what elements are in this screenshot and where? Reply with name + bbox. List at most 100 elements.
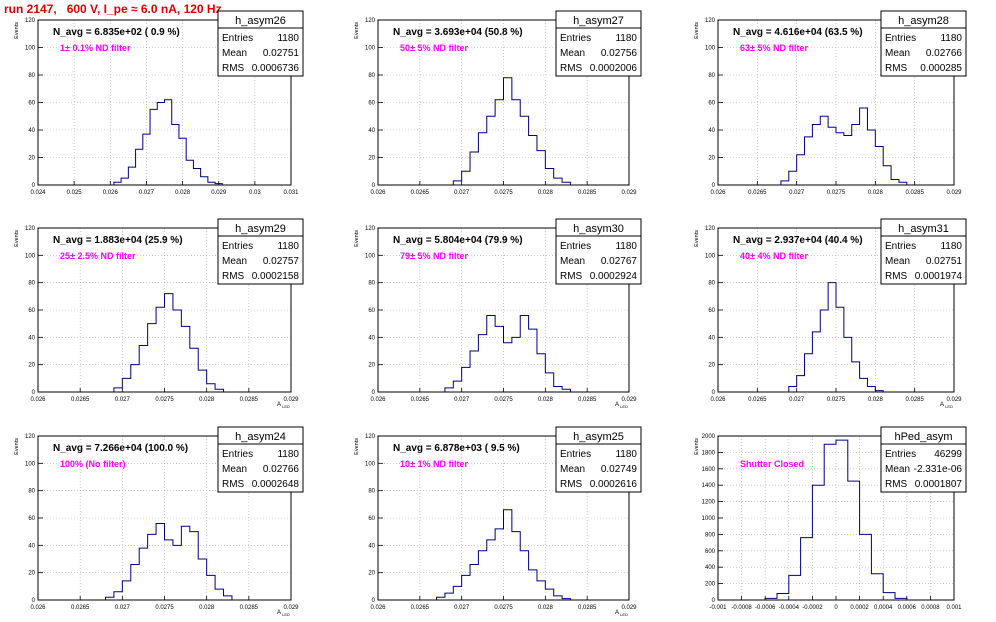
y-tick-label: 1000	[702, 516, 716, 522]
x-tick-label: 0.0285	[578, 397, 597, 403]
y-tick-label: 40	[28, 128, 35, 134]
y-tick-label: 40	[368, 335, 375, 341]
x-tick-label: 0.028	[868, 190, 884, 196]
y-axis-title: Events	[694, 230, 700, 247]
filter-annotation: 50± 5% ND filter	[400, 43, 468, 53]
stats-value: 0.02767	[601, 256, 638, 267]
stats-value: 0.0001974	[915, 271, 963, 282]
y-tick-label: 100	[365, 461, 376, 467]
x-tick-label: 0.031	[283, 190, 299, 196]
stats-value: 0.02766	[926, 48, 963, 59]
x-tick-label: 0.028	[538, 605, 554, 611]
stats-box	[217, 443, 304, 493]
y-tick-label: 120	[365, 434, 376, 440]
stats-key: RMS	[560, 479, 583, 490]
x-tick-label: 0.026	[710, 190, 726, 196]
histogram-panel: 0.024 0.025 0.026 0.027 0.028 0.029 0.03 0.031 0…	[14, 10, 304, 196]
navg-label: N_avg = 1.883e+04 (25.9 %)	[53, 235, 183, 246]
stats-key: RMS	[222, 271, 245, 282]
y-tick-label: 1200	[702, 500, 716, 506]
stats-value: 1180	[277, 241, 299, 252]
stats-value: 0.02751	[263, 48, 300, 59]
stats-value: -2.331e-06	[914, 464, 963, 475]
stats-value: 1180	[615, 33, 637, 44]
x-tick-label: 0.027	[115, 397, 131, 403]
y-tick-label: 40	[708, 128, 715, 134]
stats-value: 46299	[934, 449, 962, 460]
histogram-series	[104, 522, 233, 600]
stats-box	[555, 27, 642, 77]
stats-name: h_asym26	[235, 15, 286, 27]
y-tick-label: 1600	[702, 467, 716, 473]
y-tick-label: 0	[32, 183, 36, 189]
stats-value: 0.02751	[926, 256, 963, 267]
x-axis-title: A LED	[615, 610, 628, 617]
x-tick-label: 0.029	[211, 190, 227, 196]
stats-value: 0.0002006	[590, 63, 638, 74]
histogram-series	[764, 439, 908, 600]
x-tick-label: 0.0265	[411, 397, 430, 403]
x-tick-label: 0.0265	[71, 605, 90, 611]
y-tick-label: 800	[705, 532, 716, 538]
navg-label: N_avg = 2.937e+04 (40.4 %)	[733, 235, 863, 246]
stats-value: 0.0002158	[252, 271, 300, 282]
stats-key: RMS	[222, 479, 245, 490]
y-tick-label: 60	[28, 101, 35, 107]
y-tick-label: 100	[25, 46, 36, 52]
stats-key: RMS	[885, 63, 908, 74]
y-tick-label: 2000	[702, 434, 716, 440]
y-tick-label: 60	[28, 308, 35, 314]
navg-label: N_avg = 6.835e+02 ( 0.9 %)	[53, 27, 180, 38]
histogram-series	[788, 282, 884, 392]
stats-value: 0.02766	[263, 464, 300, 475]
x-tick-label: 0.027	[115, 605, 131, 611]
x-tick-label: 0.0285	[578, 190, 597, 196]
stats-value: 0.0002648	[252, 479, 300, 490]
y-tick-label: 80	[368, 489, 375, 495]
stats-value: 0.02756	[601, 48, 638, 59]
stats-value: 0.02757	[263, 256, 300, 267]
x-tick-label: 0.03	[249, 190, 261, 196]
y-tick-label: 0	[372, 390, 376, 396]
stats-name: h_asym31	[898, 223, 949, 235]
x-tick-label: 0.0275	[827, 397, 846, 403]
stats-box	[217, 235, 304, 285]
y-tick-label: 0	[712, 390, 716, 396]
stats-value: 1180	[940, 241, 962, 252]
x-tick-label: 0.026	[103, 190, 119, 196]
y-tick-label: 100	[705, 253, 716, 259]
x-tick-label: 0.029	[283, 605, 299, 611]
x-axis-title: A LED	[277, 402, 290, 409]
y-tick-label: 1800	[702, 450, 716, 456]
x-tick-label: 0.029	[283, 397, 299, 403]
stats-key: Mean	[885, 464, 910, 475]
filter-annotation: 79± 5% ND filter	[400, 251, 468, 261]
y-axis-title: Events	[14, 438, 20, 455]
x-tick-label: 0.0265	[748, 397, 767, 403]
x-tick-label: 0.0265	[411, 605, 430, 611]
histogram-series	[113, 293, 225, 392]
navg-label: N_avg = 6.878e+03 ( 9.5 %)	[393, 443, 520, 454]
stats-value: 1180	[615, 449, 637, 460]
y-tick-label: 120	[365, 226, 376, 232]
stats-box	[880, 235, 967, 285]
x-tick-label: 0.0004	[874, 605, 893, 611]
stats-name: h_asym25	[573, 431, 624, 443]
y-axis-title: Events	[694, 438, 700, 455]
histogram-panel: 0.026 0.0265 0.027 0.0275 0.028 0.0285 0.029 0 2…	[354, 426, 642, 617]
filter-annotation: 10± 1% ND filter	[400, 459, 468, 469]
stats-key: Entries	[560, 33, 591, 44]
navg-label: N_avg = 7.266e+04 (100.0 %)	[53, 443, 188, 454]
y-tick-label: 600	[705, 549, 716, 555]
x-tick-label: 0.026	[370, 605, 386, 611]
y-tick-label: 20	[28, 156, 35, 162]
y-tick-label: 100	[365, 253, 376, 259]
x-tick-label: 0.0275	[494, 190, 513, 196]
y-tick-label: 60	[368, 308, 375, 314]
x-tick-label: 0.026	[370, 190, 386, 196]
y-tick-label: 20	[28, 363, 35, 369]
x-tick-label: 0.028	[538, 190, 554, 196]
x-tick-label: 0.0275	[827, 190, 846, 196]
y-tick-label: 20	[368, 571, 375, 577]
stats-value: 0.0001807	[915, 479, 963, 490]
